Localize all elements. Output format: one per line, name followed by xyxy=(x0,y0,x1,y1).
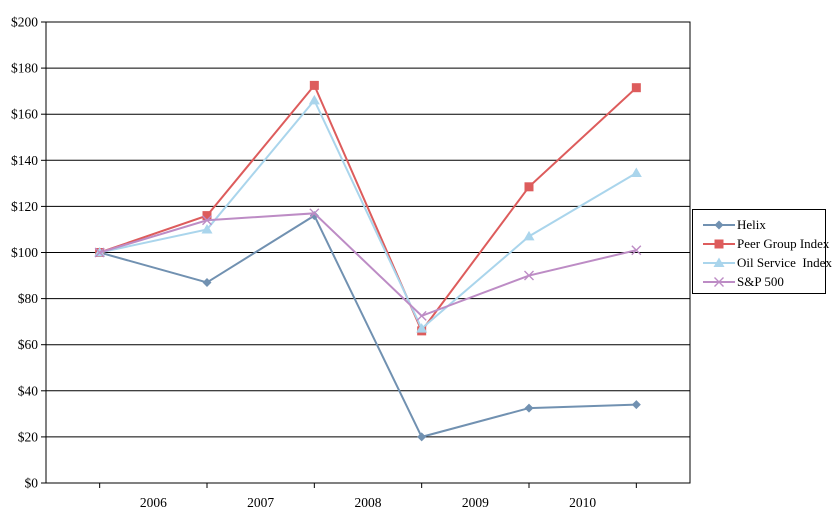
marker-x-icon xyxy=(524,270,534,281)
marker-square-icon xyxy=(631,83,641,93)
y-axis-label: $140 xyxy=(11,153,38,168)
x-axis-label: 2006 xyxy=(140,495,167,510)
series-line-helix xyxy=(99,214,637,439)
series-s-p-500 xyxy=(94,208,642,321)
legend-label-oil-service-index: Oil Service Index xyxy=(737,255,832,270)
legend-item-oil-service-index: Oil Service Index xyxy=(703,253,832,272)
series-line-s-p-500 xyxy=(99,212,637,318)
y-axis-label: $40 xyxy=(18,383,39,398)
marker-x-icon xyxy=(416,310,427,321)
series-line-oil-service-index xyxy=(99,98,637,331)
x-axis-label: 2008 xyxy=(355,495,382,510)
marker-square-icon xyxy=(524,182,534,192)
marker-square-icon xyxy=(202,211,212,221)
x-axis-label: 2009 xyxy=(462,495,489,510)
y-axis-label: $160 xyxy=(11,107,38,122)
marker-diamond-icon xyxy=(631,400,641,410)
y-axis-label: $120 xyxy=(11,199,38,214)
marker-x-icon xyxy=(94,247,105,258)
marker-triangle-icon xyxy=(416,323,428,333)
y-axis-label: $80 xyxy=(18,291,39,306)
legend-item-peer-group-index: Peer Group Index xyxy=(703,234,829,253)
series-helix xyxy=(95,211,641,442)
marker-diamond-icon xyxy=(524,403,534,413)
legend-label-sp500: S&P 500 xyxy=(737,274,784,289)
legend-sample-peer-square-icon xyxy=(703,237,735,251)
y-axis-label: $200 xyxy=(11,15,38,30)
y-axis-label: $60 xyxy=(18,337,39,352)
y-axis-label: $180 xyxy=(11,61,38,76)
marker-x-icon xyxy=(631,245,642,256)
marker-x-icon xyxy=(309,208,320,219)
x-axis-label: 2010 xyxy=(569,495,596,510)
marker-x-icon xyxy=(202,215,212,226)
x-axis-label: 2007 xyxy=(247,495,274,510)
marker-diamond-icon xyxy=(417,432,427,442)
y-axis-label: $20 xyxy=(18,429,39,444)
legend-sample-sp500-x-icon xyxy=(703,275,735,289)
chart-legend: Helix Peer Group Index Oil Service Index… xyxy=(692,209,832,294)
y-axis-label: $0 xyxy=(25,476,39,491)
marker-diamond-icon xyxy=(202,277,212,287)
legend-sample-oil-service-triangle-icon xyxy=(703,256,735,270)
marker-square-icon xyxy=(309,80,319,90)
legend-sample-helix-diamond-icon xyxy=(703,218,735,232)
marker-triangle-icon xyxy=(201,223,213,234)
legend-label-peer-group-index: Peer Group Index xyxy=(737,236,830,251)
legend-item-sp500: S&P 500 xyxy=(703,272,825,291)
legend-label-helix: Helix xyxy=(737,217,766,232)
y-axis-label: $100 xyxy=(11,245,38,260)
marker-triangle-icon xyxy=(308,94,320,105)
marker-triangle-icon xyxy=(630,167,642,177)
legend-item-helix: Helix xyxy=(703,215,825,234)
marker-triangle-icon xyxy=(523,230,535,241)
series-line-peer-group-index xyxy=(99,83,638,333)
